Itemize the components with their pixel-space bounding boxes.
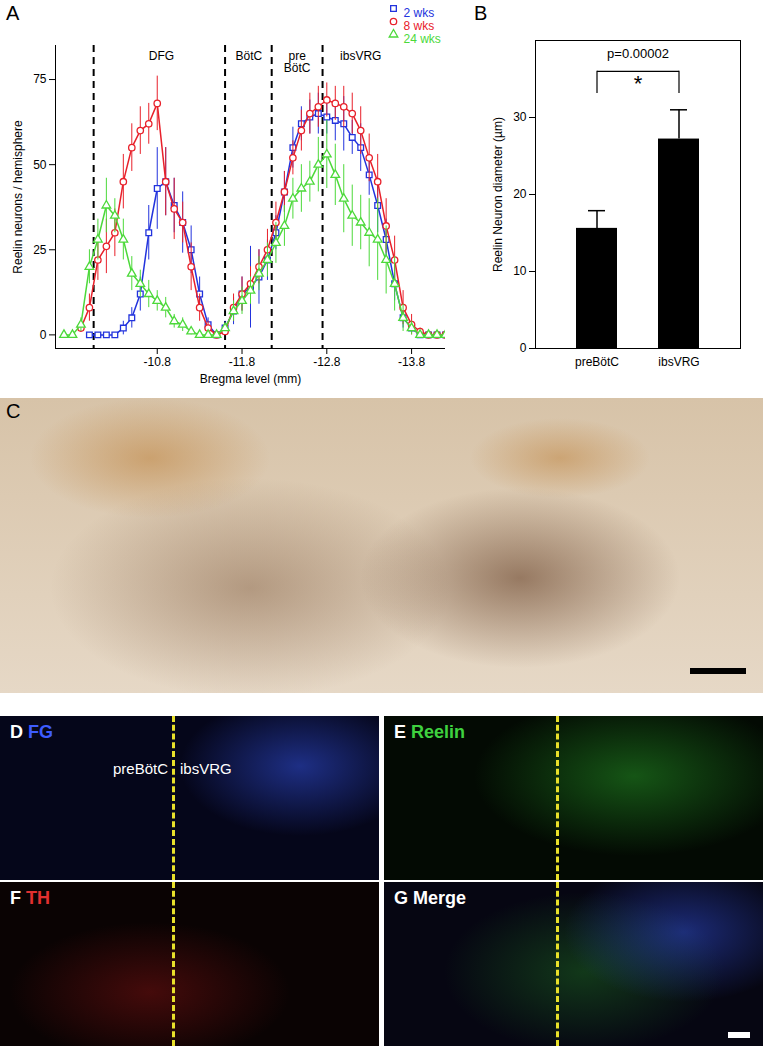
svg-text:10: 10 (513, 264, 527, 278)
svg-text:Reelin Neuron diameter (µm): Reelin Neuron diameter (µm) (491, 117, 505, 272)
svg-text:-11.8: -11.8 (229, 355, 256, 369)
svg-text:0: 0 (40, 328, 47, 342)
svg-text:preBötC: preBötC (575, 355, 619, 369)
svg-text:-13.8: -13.8 (398, 355, 426, 369)
html-text:E Reelin: E Reelin (394, 722, 465, 742)
svg-text:-10.8: -10.8 (144, 355, 172, 369)
svg-text:Bregma level (mm): Bregma level (mm) (200, 372, 301, 386)
html-text:G Merge: G Merge (394, 888, 466, 908)
svg-text:preBötC: preBötC (284, 49, 311, 75)
html-text:A: A (6, 2, 20, 24)
svg-text:ibsVRG: ibsVRG (340, 49, 381, 63)
svg-text:8 wks: 8 wks (404, 19, 435, 33)
svg-text:BötC: BötC (235, 49, 262, 63)
svg-text:DFG: DFG (149, 49, 174, 63)
svg-text:50: 50 (33, 157, 47, 171)
html-text:preBötC: preBötC (113, 760, 168, 777)
html-text:C: C (6, 400, 21, 422)
svg-text:0: 0 (520, 341, 527, 355)
svg-text:2 wks: 2 wks (404, 6, 435, 20)
svg-text:25: 25 (33, 243, 47, 257)
svg-text:24 wks: 24 wks (404, 32, 441, 46)
svg-text:-12.8: -12.8 (313, 355, 341, 369)
html-text:B: B (474, 2, 488, 24)
svg-text:Reelin neurons / hemisphere: Reelin neurons / hemisphere (11, 120, 25, 274)
svg-text:30: 30 (513, 110, 527, 124)
html-text:ibsVRG: ibsVRG (180, 760, 232, 777)
svg-text:*: * (634, 71, 643, 96)
svg-text:ibsVRG: ibsVRG (658, 355, 699, 369)
svg-text:p=0.00002: p=0.00002 (607, 46, 669, 61)
html-text:D FG: D FG (10, 722, 53, 742)
html-text:F TH: F TH (10, 888, 50, 908)
svg-text:20: 20 (513, 187, 527, 201)
svg-text:75: 75 (33, 72, 47, 86)
